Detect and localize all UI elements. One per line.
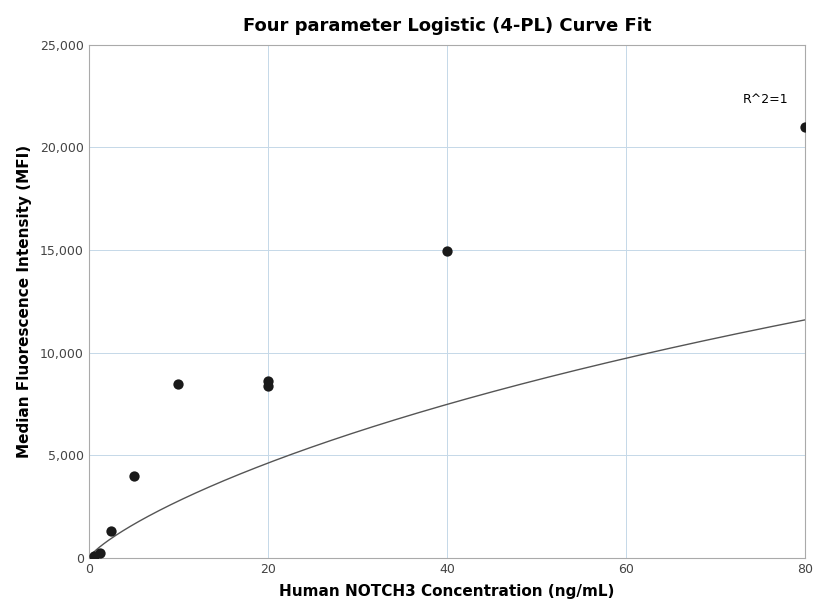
Point — [261, 381, 275, 391]
Point — [172, 379, 185, 389]
Point — [105, 527, 118, 537]
Title: Four parameter Logistic (4-PL) Curve Fit: Four parameter Logistic (4-PL) Curve Fit — [243, 17, 652, 34]
Point — [441, 246, 454, 256]
Text: R^2=1: R^2=1 — [743, 93, 788, 106]
Point — [798, 122, 812, 132]
Point — [261, 376, 275, 386]
X-axis label: Human NOTCH3 Concentration (ng/mL): Human NOTCH3 Concentration (ng/mL) — [280, 585, 615, 599]
Point — [93, 548, 106, 558]
Point — [127, 471, 140, 481]
Y-axis label: Median Fluorescence Intensity (MFI): Median Fluorescence Intensity (MFI) — [17, 145, 32, 458]
Point — [88, 551, 101, 561]
